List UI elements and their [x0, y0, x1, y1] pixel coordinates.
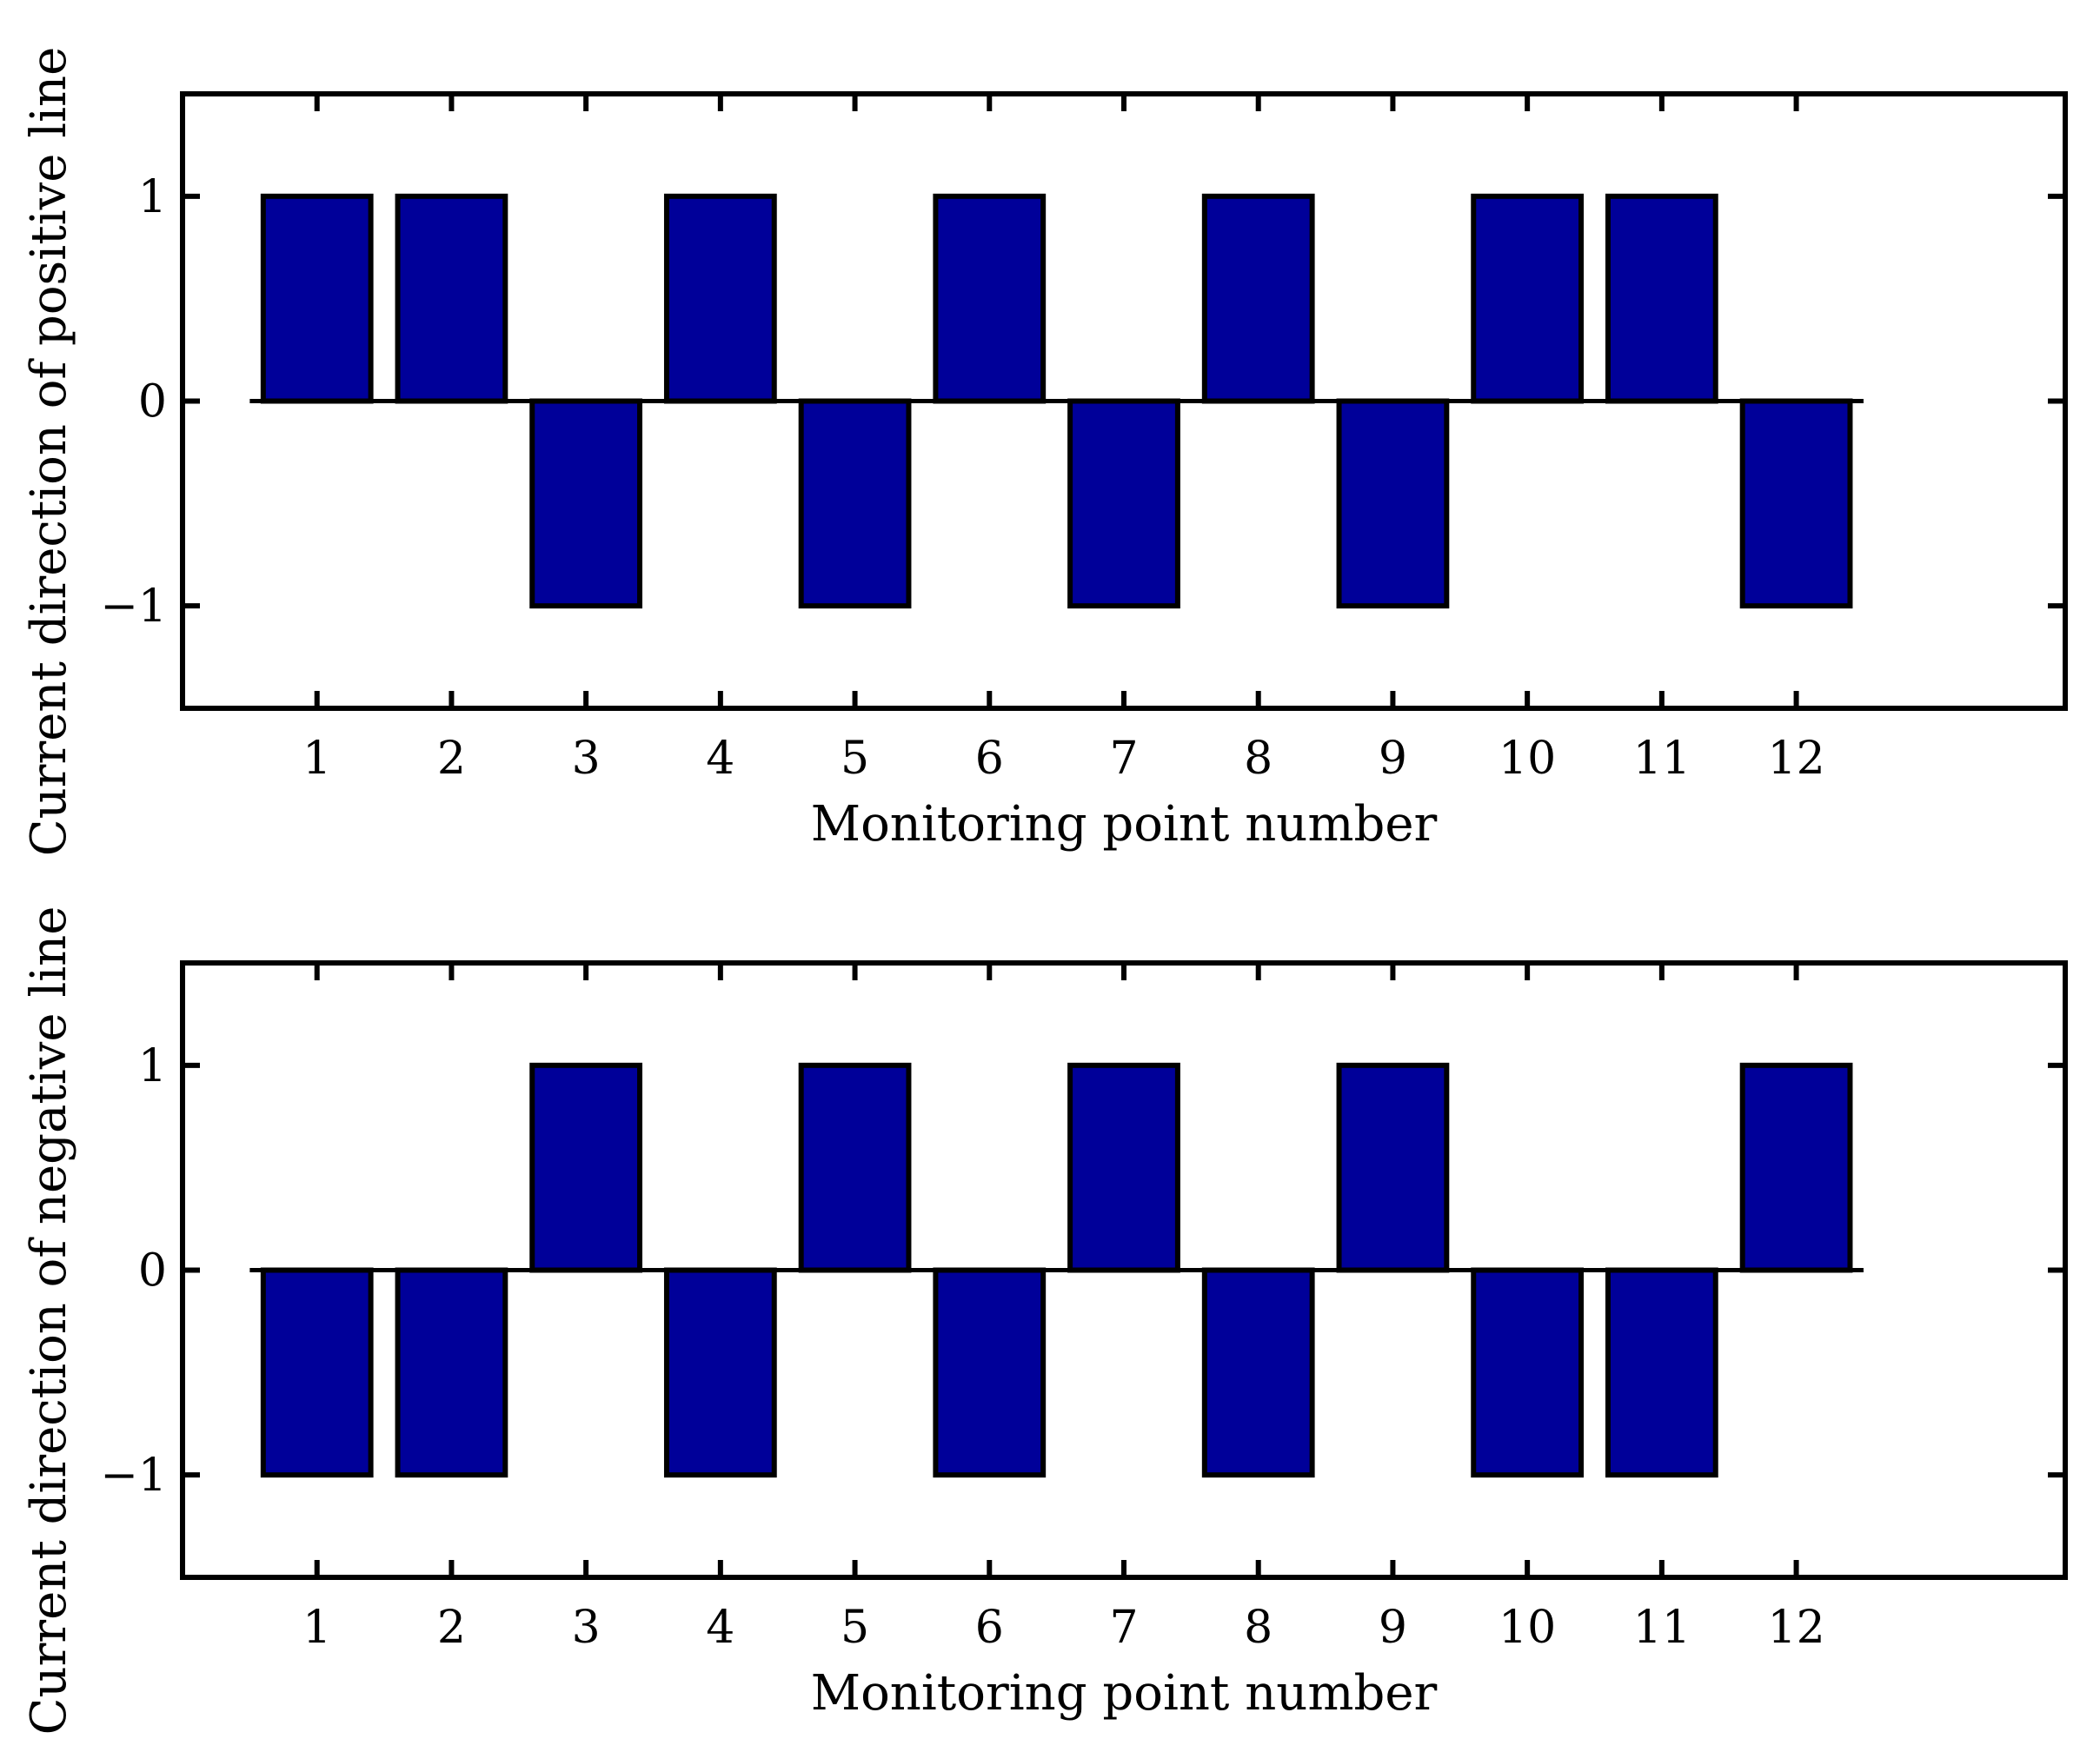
- bar-6: [933, 1267, 1047, 1478]
- x-tick-label: 2: [437, 1602, 466, 1654]
- x-tick-label: 11: [1633, 733, 1691, 785]
- bar-5: [798, 1062, 912, 1273]
- bar-2: [395, 193, 508, 404]
- x-tick-label: 8: [1244, 733, 1273, 785]
- x-tick-label: 1: [302, 1602, 331, 1654]
- bar-1: [260, 193, 374, 404]
- y-tick-label: 0: [138, 376, 167, 428]
- y-tick-label: 1: [138, 171, 167, 223]
- y-tick-label: 1: [138, 1040, 167, 1092]
- bar-10: [1471, 193, 1585, 404]
- x-tick-label: 12: [1767, 1602, 1824, 1654]
- y-tick-label: −1: [100, 1450, 167, 1502]
- x-tick-label: 3: [572, 733, 601, 785]
- bar-11: [1605, 193, 1718, 404]
- x-tick-label: 9: [1379, 733, 1407, 785]
- x-tick-label: 7: [1109, 733, 1138, 785]
- y-tick-label: −1: [100, 581, 167, 633]
- x-tick-label: 10: [1499, 733, 1556, 785]
- bar-3: [529, 398, 643, 609]
- bar-10: [1471, 1267, 1585, 1478]
- x-tick-label: 8: [1244, 1602, 1273, 1654]
- bar-12: [1739, 398, 1853, 609]
- bar-4: [663, 1267, 777, 1478]
- x-tick-label: 11: [1633, 1602, 1691, 1654]
- y-tick-label: 0: [138, 1245, 167, 1298]
- bar-1: [260, 1267, 374, 1478]
- x-tick-label: 7: [1109, 1602, 1138, 1654]
- bar-6: [933, 193, 1047, 404]
- x-tick-label: 10: [1499, 1602, 1556, 1654]
- bar-2: [395, 1267, 508, 1478]
- x-tick-label: 9: [1379, 1602, 1407, 1654]
- bar-5: [798, 398, 912, 609]
- y-axis-title: Current direction of negative line: [21, 906, 77, 1736]
- bar-7: [1067, 1062, 1180, 1273]
- x-tick-label: 12: [1767, 733, 1824, 785]
- bar-12: [1739, 1062, 1853, 1273]
- y-axis-title: Current direction of positive line: [21, 47, 77, 856]
- bar-4: [663, 193, 777, 404]
- bar-8: [1201, 193, 1315, 404]
- bar-9: [1336, 398, 1450, 609]
- bar-7: [1067, 398, 1180, 609]
- x-tick-label: 6: [975, 733, 1004, 785]
- bar-9: [1336, 1062, 1450, 1273]
- bar-11: [1605, 1267, 1718, 1478]
- x-tick-label: 3: [572, 1602, 601, 1654]
- x-tick-label: 2: [437, 733, 466, 785]
- x-tick-label: 6: [975, 1602, 1004, 1654]
- bar-8: [1201, 1267, 1315, 1478]
- bar-3: [529, 1062, 643, 1273]
- x-tick-label: 5: [841, 733, 869, 785]
- x-tick-label: 4: [706, 733, 734, 785]
- x-axis-title: Monitoring point number: [811, 1665, 1438, 1722]
- x-tick-label: 5: [841, 1602, 869, 1654]
- x-tick-label: 4: [706, 1602, 734, 1654]
- x-axis-title: Monitoring point number: [811, 796, 1438, 853]
- x-tick-label: 1: [302, 733, 331, 785]
